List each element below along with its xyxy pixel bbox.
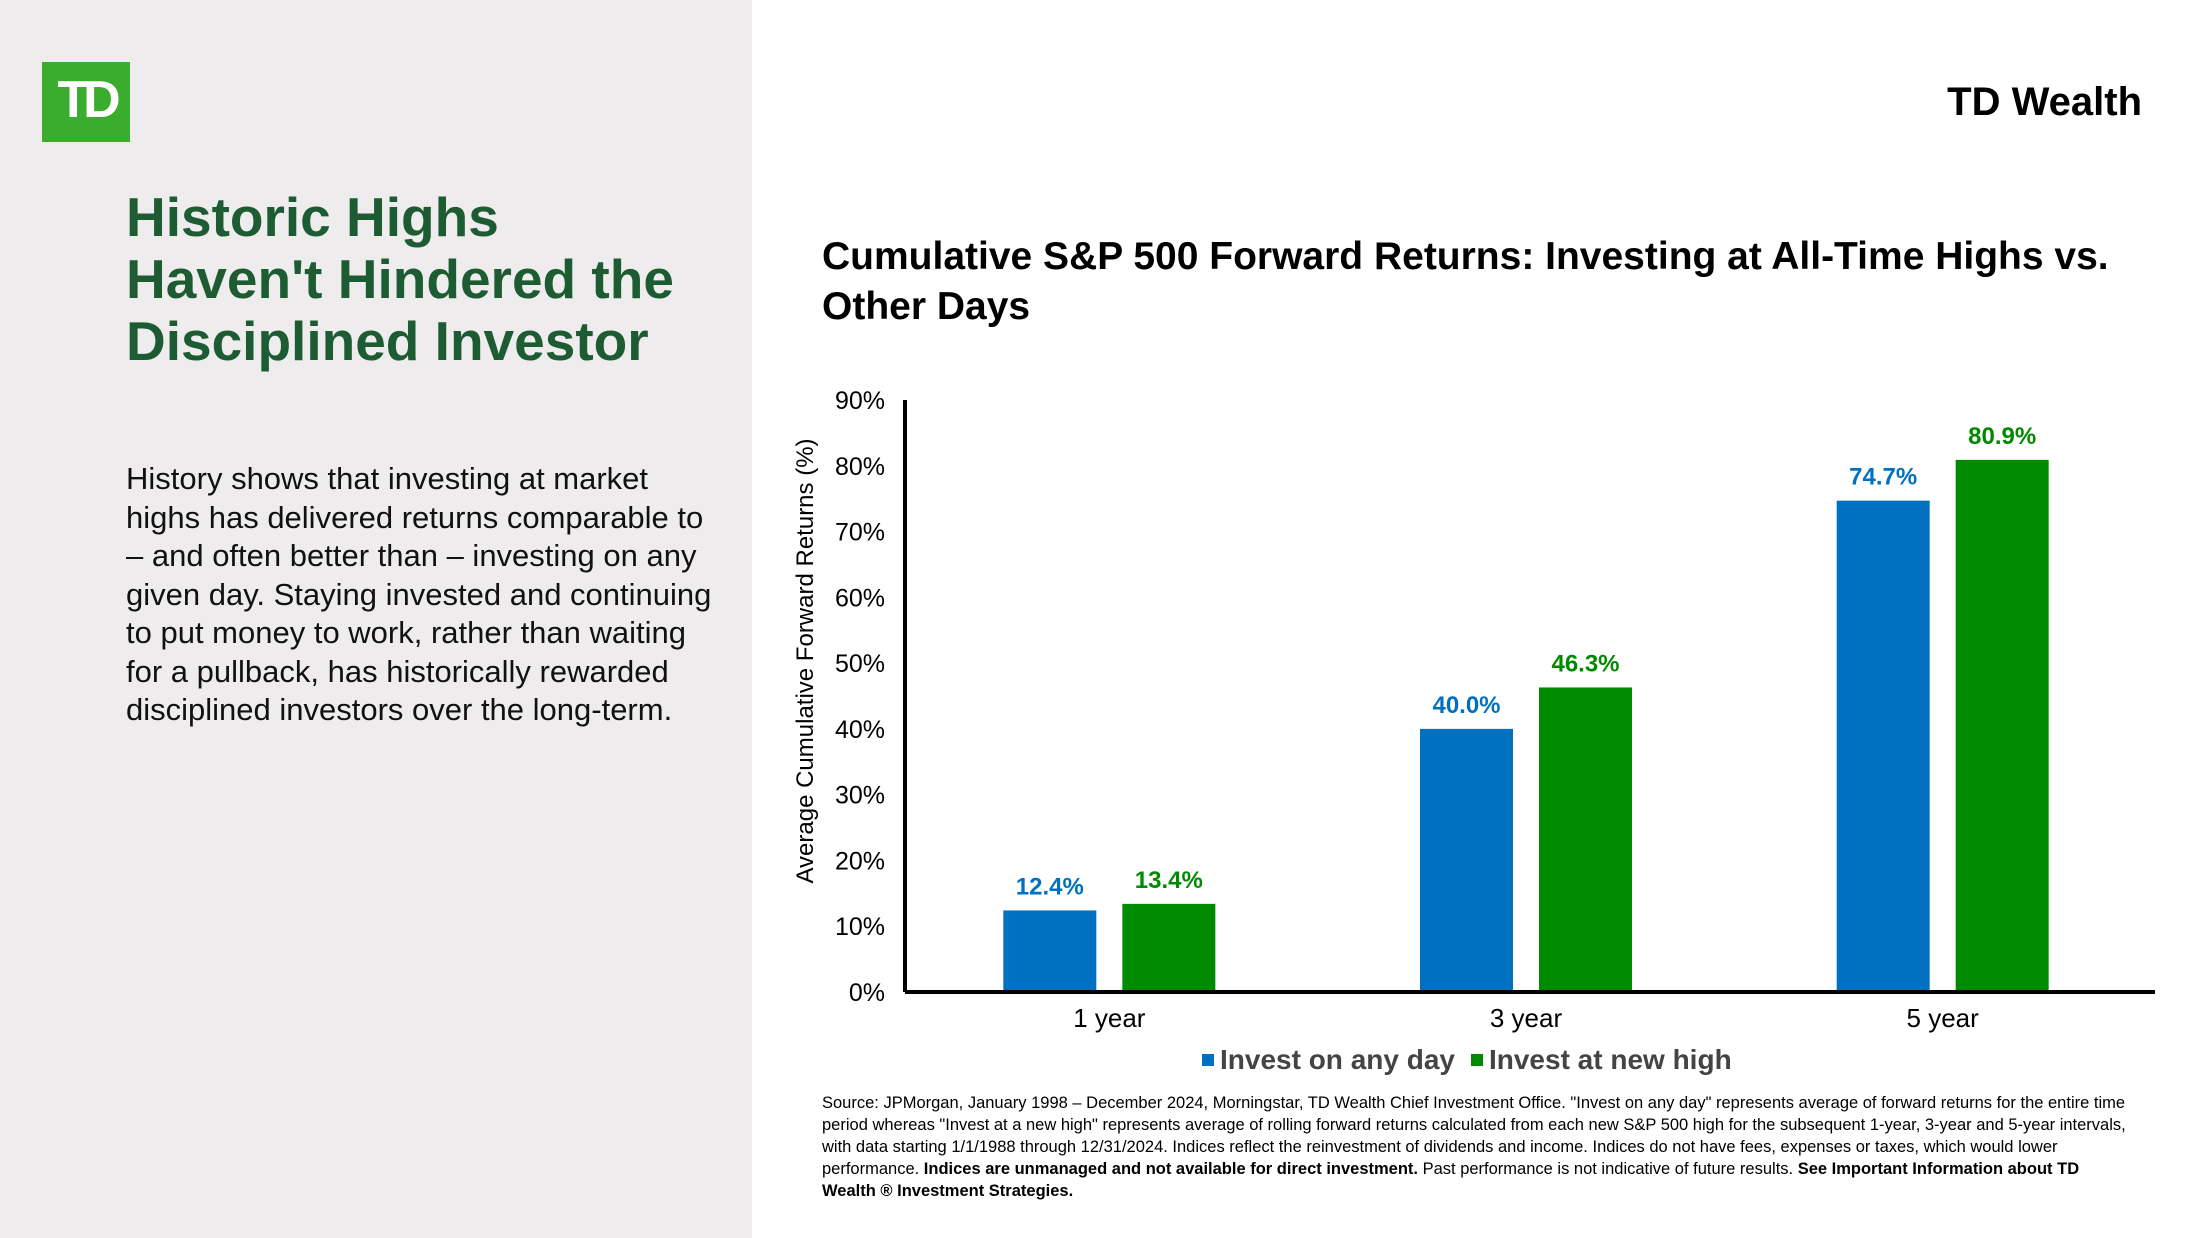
y-tick-label: 30% (835, 782, 885, 810)
bar-any-day (1836, 500, 1930, 992)
body-text: History shows that investing at market h… (126, 461, 712, 727)
data-label: 80.9% (1968, 423, 2036, 450)
x-tick-label: 5 year (1907, 1003, 1980, 1033)
y-tick-label: 90% (835, 387, 885, 415)
source-text-2: Past performance is not indicative of fu… (1418, 1160, 1798, 1178)
y-tick-label: 70% (835, 519, 885, 547)
left-panel: TD Historic Highs Haven't Hindered the D… (0, 0, 752, 1238)
source-bold-2: See Important Information about TD Wealt… (822, 1160, 2080, 1200)
legend-label-new-high: Invest at new high (1488, 1044, 1732, 1075)
bar-any-day (1003, 910, 1097, 992)
bar-any-day (1420, 728, 1513, 992)
y-tick-label: 20% (835, 847, 885, 875)
brand-name: TD Wealth (1947, 80, 2142, 124)
y-tick-label: 10% (835, 913, 885, 941)
legend-swatch-blue (1202, 1054, 1214, 1066)
chart-title: Cumulative S&P 500 Forward Returns: Inve… (822, 235, 2109, 328)
legend-swatch-green (1470, 1054, 1483, 1066)
y-tick-label: 0% (849, 979, 885, 1007)
data-label: 74.7% (1849, 464, 1917, 491)
x-tick-label: 3 year (1490, 1003, 1563, 1033)
data-label: 46.3% (1551, 650, 1619, 677)
source-bold-1: Indices are unmanaged and not available … (923, 1160, 1419, 1178)
headline: Historic Highs Haven't Hindered the Disc… (126, 186, 674, 372)
y-tick-label: 50% (835, 650, 885, 678)
data-label: 40.0% (1432, 692, 1500, 719)
data-label: 13.4% (1135, 867, 1203, 894)
y-axis-label: Average Cumulative Forward Returns (%) (792, 438, 819, 883)
data-label: 12.4% (1016, 873, 1084, 900)
x-tick-label: 1 year (1073, 1003, 1146, 1033)
y-tick-label: 40% (835, 716, 885, 744)
td-logo-text: TD (57, 71, 120, 129)
source-text: Source: JPMorgan, January 1998 – Decembe… (822, 1094, 2126, 1178)
bar-new-high (1955, 459, 2049, 992)
chart-legend: Invest on any day Invest at new high (1202, 1044, 1748, 1076)
bar-new-high (1122, 903, 1216, 992)
legend-item-any-day: Invest on any day (1202, 1044, 1455, 1076)
td-logo: TD (42, 62, 130, 142)
source-note: Source: JPMorgan, January 1998 – Decembe… (822, 1092, 2132, 1202)
y-tick-label: 60% (835, 584, 885, 612)
bar-new-high (1539, 687, 1632, 992)
legend-item-new-high: Invest at new high (1470, 1044, 1732, 1076)
legend-label-any-day: Invest on any day (1220, 1044, 1455, 1075)
y-tick-label: 80% (835, 453, 885, 481)
